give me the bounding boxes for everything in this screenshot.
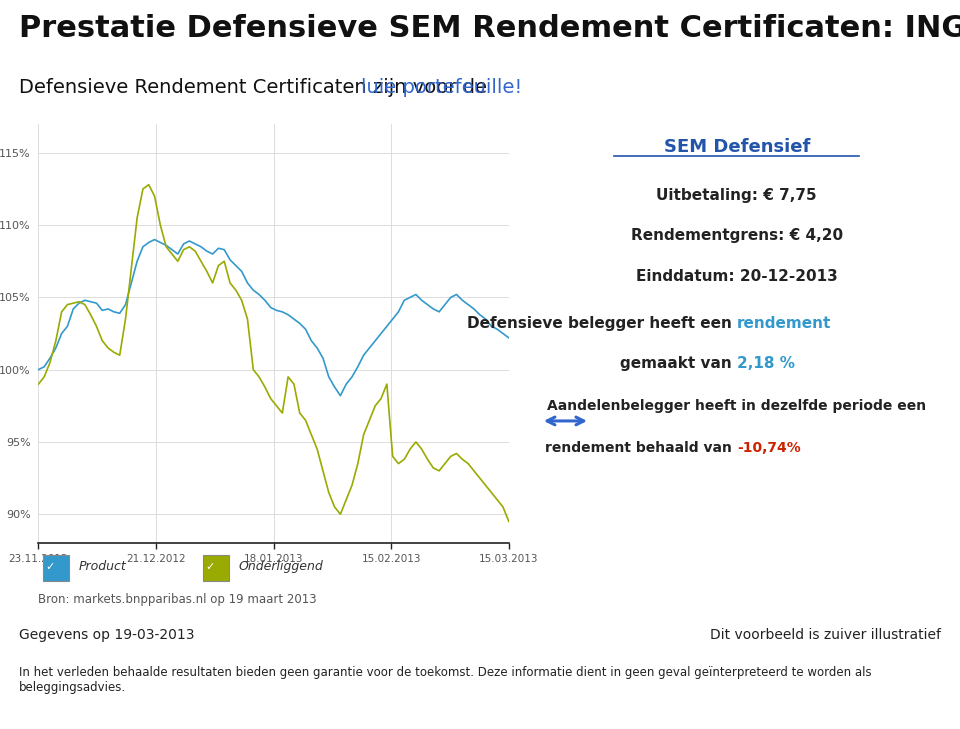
Text: Prestatie Defensieve SEM Rendement Certificaten: ING: Prestatie Defensieve SEM Rendement Certi… [19,15,960,43]
Text: rendement behaald van: rendement behaald van [545,441,737,455]
Text: Defensieve belegger heeft een: Defensieve belegger heeft een [467,316,737,330]
Text: Product: Product [79,561,126,573]
Text: Defensieve Rendement Certificaten zijn voor de: Defensieve Rendement Certificaten zijn v… [19,78,493,97]
Text: In het verleden behaalde resultaten bieden geen garantie voor de toekomst. Deze : In het verleden behaalde resultaten bied… [19,666,872,693]
Text: SEM Defensief: SEM Defensief [663,139,810,157]
Text: Dit voorbeeld is zuiver illustratief: Dit voorbeeld is zuiver illustratief [710,628,941,642]
Text: Gegevens op 19-03-2013: Gegevens op 19-03-2013 [19,628,195,642]
FancyBboxPatch shape [204,555,228,581]
Text: rendement: rendement [737,316,831,330]
Text: Aandelenbelegger heeft in dezelfde periode een: Aandelenbelegger heeft in dezelfde perio… [547,399,926,413]
Text: ✓: ✓ [45,562,55,572]
Text: -10,74%: -10,74% [737,441,801,455]
Text: ✓: ✓ [205,562,215,572]
Text: Rendementgrens: € 4,20: Rendementgrens: € 4,20 [631,228,843,243]
Text: luie portefeuille!: luie portefeuille! [361,78,522,97]
Text: Bron: markets.bnpparibas.nl op 19 maart 2013: Bron: markets.bnpparibas.nl op 19 maart … [38,593,317,606]
Text: gemaakt van: gemaakt van [620,356,737,371]
Text: Onderliggend: Onderliggend [238,561,324,573]
Text: Einddatum: 20-12-2013: Einddatum: 20-12-2013 [636,268,838,284]
Text: 2,18 %: 2,18 % [737,356,795,371]
Text: Uitbetaling: € 7,75: Uitbetaling: € 7,75 [657,188,817,203]
FancyBboxPatch shape [43,555,69,581]
